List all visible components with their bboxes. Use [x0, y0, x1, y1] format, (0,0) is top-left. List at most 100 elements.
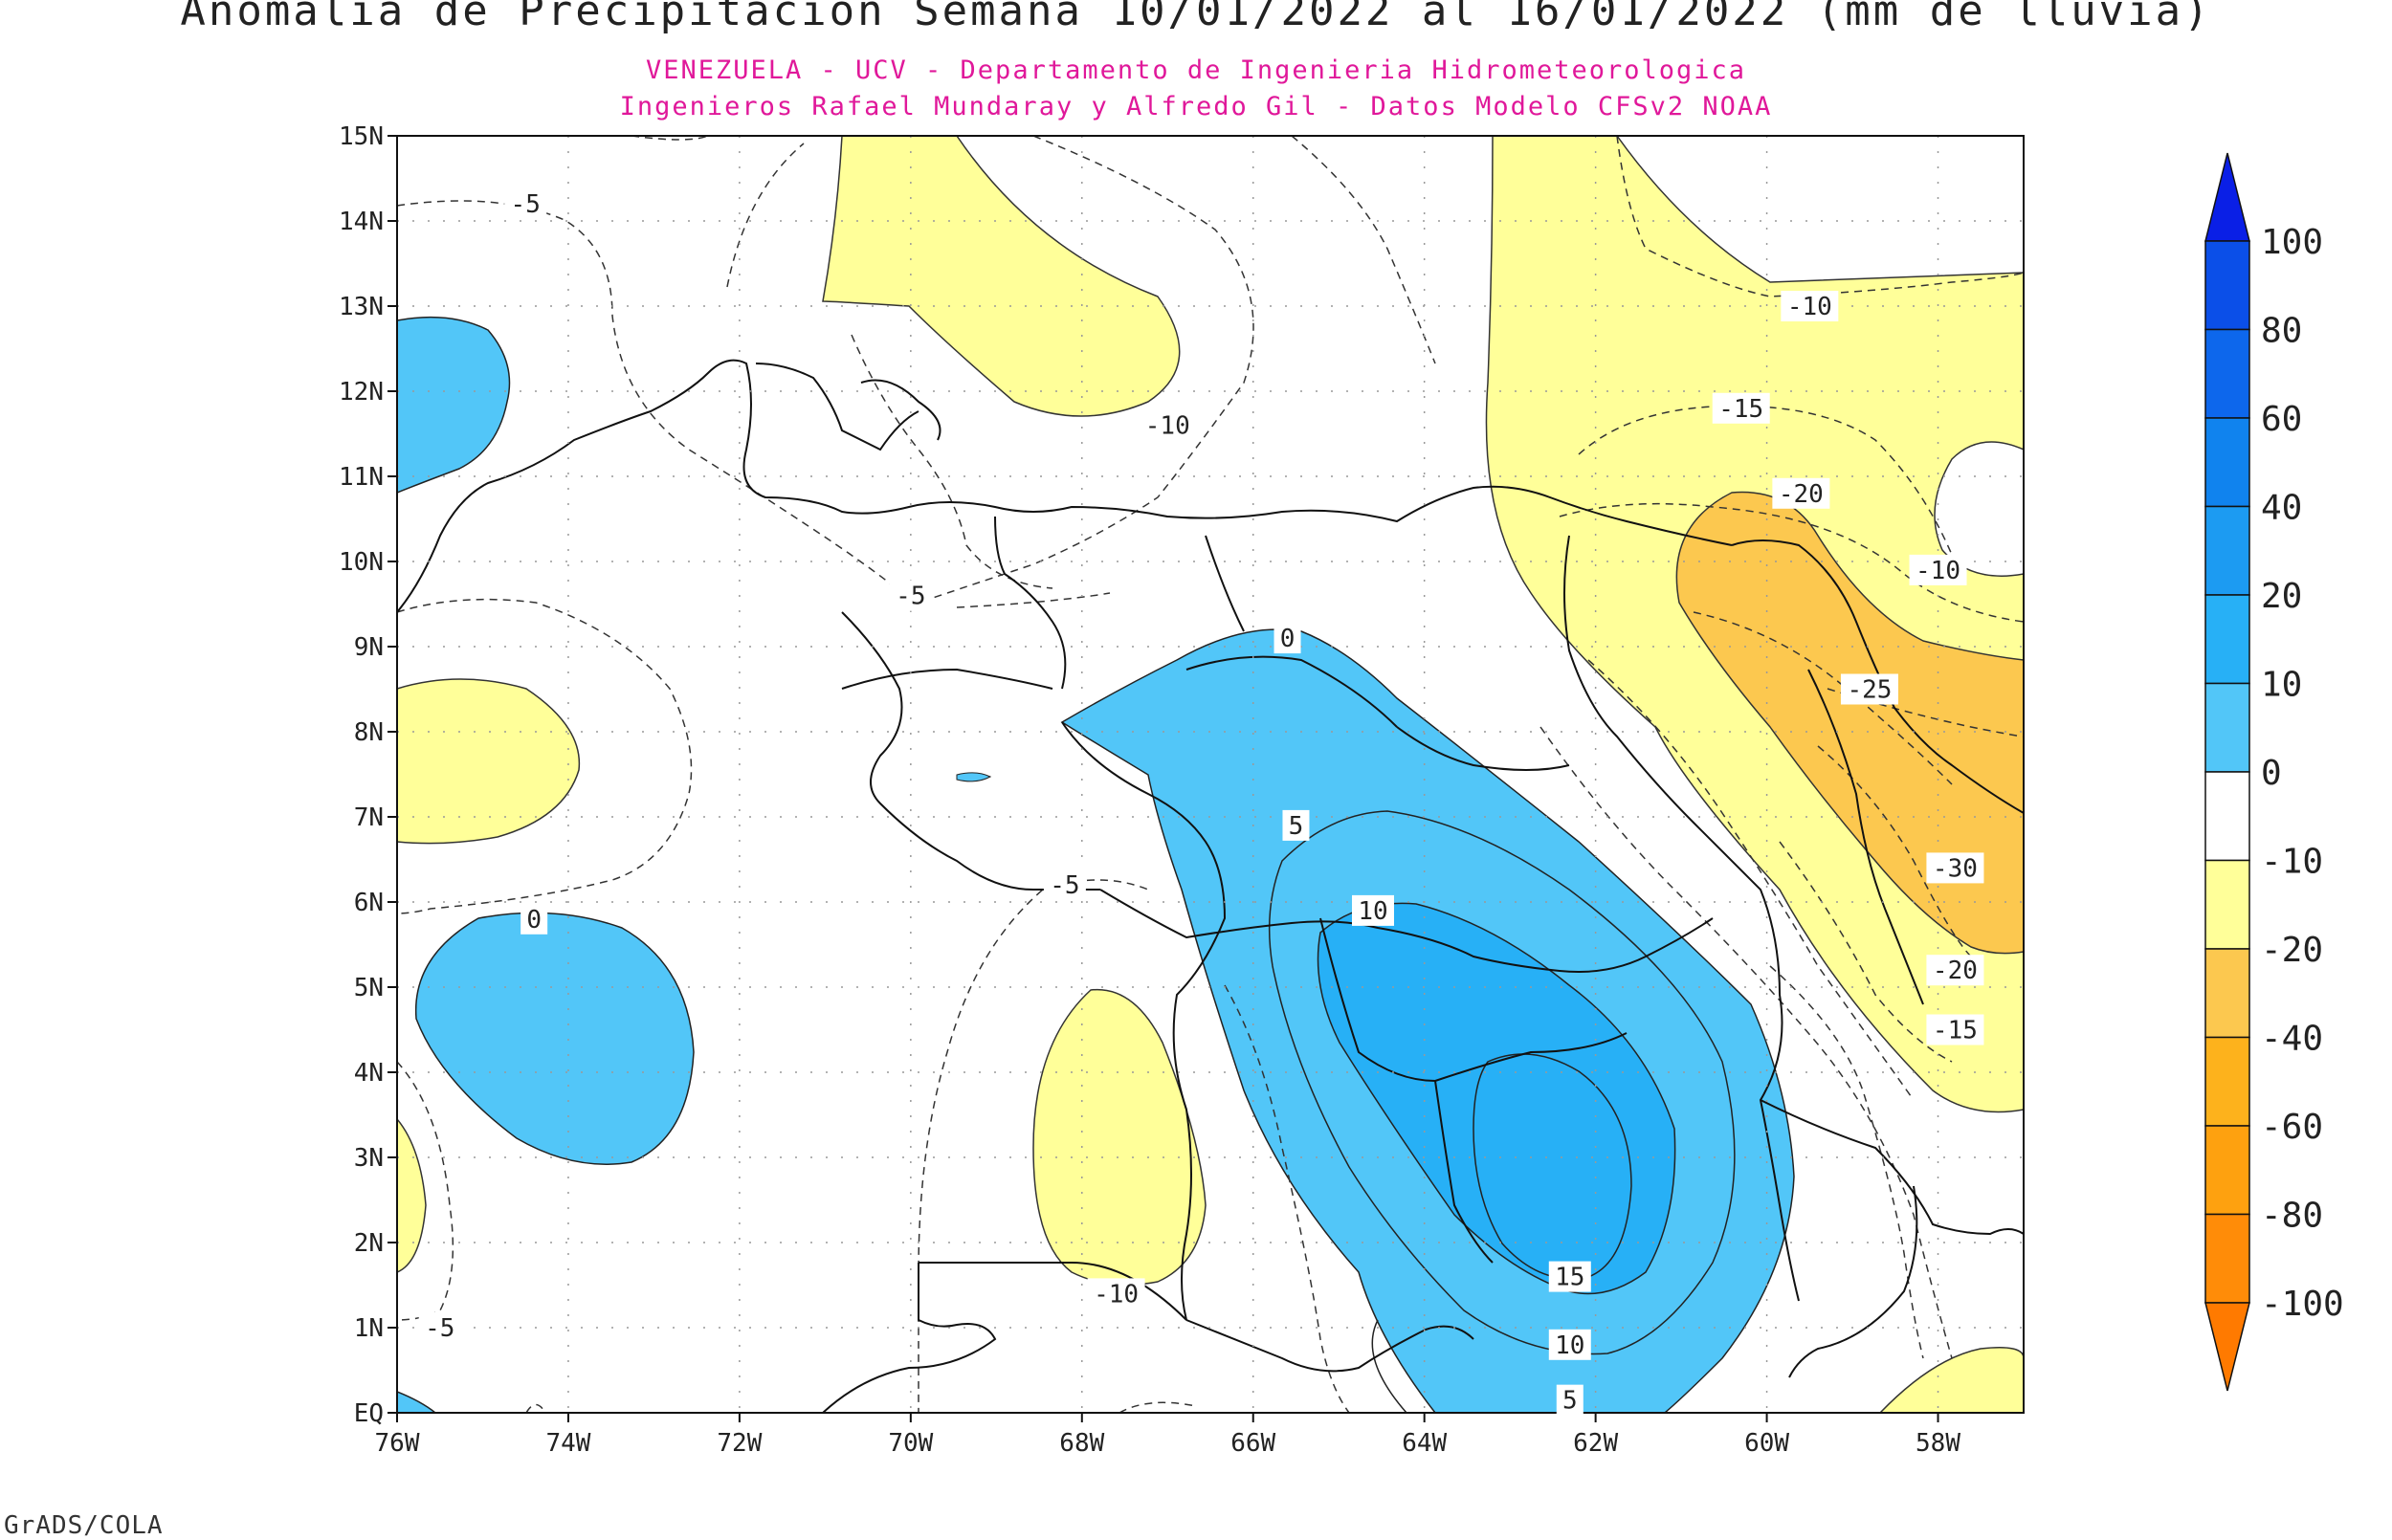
anomaly-yellow-southwest	[397, 1117, 427, 1273]
colorbar-label: 60	[2261, 400, 2302, 439]
colorbar-bottom-arrow	[2204, 1302, 2250, 1392]
contour-label-bg	[1043, 869, 1086, 901]
anomaly-blue-10-core	[1317, 902, 1676, 1295]
colorbar-label: 10	[2261, 666, 2302, 705]
y-tick-label: 4N	[354, 1059, 384, 1088]
x-tick-label: 66W	[1230, 1429, 1275, 1458]
colorbar-label: -60	[2261, 1108, 2323, 1147]
contour-label: 10	[1358, 897, 1387, 926]
contour-5-line	[1268, 810, 1736, 1355]
map-frame	[396, 135, 2025, 1414]
y-tick-label: 5N	[354, 974, 384, 1002]
colorbar-segment	[2204, 682, 2250, 773]
contour-label: -20	[1779, 480, 1824, 509]
colorbar-label: 80	[2261, 312, 2302, 351]
contour-label: -10	[1787, 293, 1832, 321]
subtitle-institution: VENEZUELA - UCV - Departamento de Ingeni…	[645, 55, 1747, 85]
contour-label: -10	[1916, 557, 1960, 585]
anomaly-blue-small	[956, 772, 992, 782]
y-tick-label: 14N	[339, 208, 384, 236]
contour-label-bg	[1087, 1278, 1145, 1309]
colorbar-segment	[2204, 1036, 2250, 1127]
anomaly-orange-east	[1675, 491, 2024, 955]
anomaly-blue-west-0	[414, 912, 695, 1165]
colorbar-label: 0	[2261, 754, 2282, 793]
negative-contour-lines	[397, 136, 2024, 1413]
colorbar-label: -100	[2261, 1285, 2344, 1324]
contour-label-bg	[1909, 554, 1967, 585]
contour-label: -5	[896, 583, 925, 611]
x-tick-label: 58W	[1916, 1429, 1960, 1458]
colorbar-label: -40	[2261, 1020, 2323, 1059]
x-tick-label: 62W	[1573, 1429, 1618, 1458]
contour-label-bg	[504, 188, 547, 220]
contour-label: 0	[526, 906, 542, 935]
contour-label: -5	[511, 190, 541, 219]
coastline-borders	[397, 359, 2024, 1413]
contour-label-bg	[1352, 894, 1394, 926]
colorbar-segment	[2204, 328, 2250, 419]
contour-label-bg	[418, 1312, 461, 1343]
contour-label-bg	[1926, 955, 1984, 986]
y-tick-label: 10N	[339, 548, 384, 577]
colorbar-label: 40	[2261, 489, 2302, 528]
y-tick-label: 2N	[354, 1229, 384, 1258]
contour-label-bg	[1274, 623, 1301, 654]
y-tick-label: 6N	[354, 889, 384, 917]
colorbar-segment	[2204, 771, 2250, 862]
x-tick-label: 72W	[717, 1429, 762, 1458]
y-tick-label: 13N	[339, 293, 384, 321]
colorbar-segment	[2204, 417, 2250, 508]
map-grid	[397, 136, 2024, 1413]
colorbar-label: 20	[2261, 577, 2302, 616]
contour-label: -25	[1847, 676, 1892, 705]
anomaly-blue-corner	[397, 1391, 437, 1413]
colorbar-segment	[2204, 240, 2250, 331]
contour-label-bg	[1139, 409, 1197, 441]
colorbar-segment	[2204, 594, 2250, 685]
contour-label: 5	[1562, 1387, 1578, 1416]
contour-label: -10	[1094, 1280, 1139, 1309]
contour-label: 10	[1555, 1331, 1584, 1360]
contour-label-bg	[1781, 291, 1839, 321]
contour-label: -15	[1933, 1017, 1978, 1045]
y-tick-label: 12N	[339, 378, 384, 407]
contour-label: -15	[1718, 395, 1763, 424]
anomaly-yellow-southeast	[1878, 1347, 2024, 1413]
contour-label-bg	[1926, 852, 1984, 884]
contour-label: -5	[1050, 871, 1079, 900]
colorbar-segment	[2204, 1125, 2250, 1216]
colorbar-label: -20	[2261, 931, 2323, 970]
contour-label-bg	[1840, 673, 1898, 705]
contour-label-bg	[1548, 1261, 1591, 1292]
anomaly-blue-northwest	[397, 316, 511, 494]
y-tick-label: 9N	[354, 633, 384, 662]
contour-label: 0	[1280, 625, 1296, 653]
y-axis: EQ 1N 2N 3N 4N 5N 6N 7N 8N 9N 10N 11N 12N 13N 14N 15N	[339, 122, 397, 1428]
contour-label-bg	[1548, 1329, 1591, 1360]
contour-label: -20	[1933, 957, 1978, 985]
x-axis: 76W 74W 72W 70W 68W 66W 64W 62W 60W 58W	[375, 1413, 1960, 1458]
anomaly-yellow-north	[822, 136, 1181, 417]
contour-label-bg	[1926, 1014, 1984, 1045]
subtitle-authors: Ingenieros Rafael Mundaray y Alfredo Gil…	[619, 92, 1773, 121]
anomaly-yellow-west	[397, 678, 581, 845]
contour-label: -10	[1145, 412, 1190, 441]
contour-label-bg	[1772, 477, 1830, 509]
x-tick-label: 64W	[1402, 1429, 1447, 1458]
contour-label: 5	[1289, 812, 1304, 841]
contour-label-bg	[1712, 392, 1770, 424]
colorbar-segment	[2204, 1213, 2250, 1304]
chart-title: Anomalia de Precipitacion Semana 10/01/2…	[180, 0, 2212, 35]
colorbar-segment	[2204, 948, 2250, 1039]
x-tick-label: 76W	[375, 1429, 420, 1458]
y-tick-label: 7N	[354, 803, 384, 832]
colorbar-segment	[2204, 859, 2250, 950]
anomaly-fills	[397, 136, 2024, 1413]
colorbar-label: 100	[2261, 223, 2323, 262]
colorbar-label: -10	[2261, 843, 2323, 882]
x-tick-label: 68W	[1059, 1429, 1104, 1458]
colorbar-segment	[2204, 505, 2250, 596]
contour-10-outer	[1371, 1319, 1407, 1413]
